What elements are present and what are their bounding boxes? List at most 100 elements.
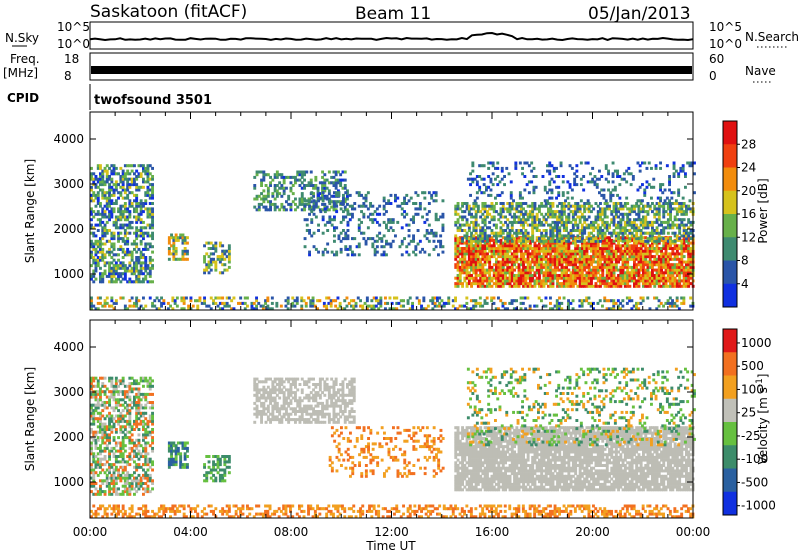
range-cell xyxy=(558,215,562,219)
range-cell xyxy=(334,184,338,187)
range-cell xyxy=(472,255,476,259)
range-cell xyxy=(553,215,557,219)
range-cell xyxy=(151,210,154,214)
range-cell xyxy=(389,226,393,230)
range-cell xyxy=(610,276,614,280)
range-cell xyxy=(508,204,512,208)
range-cell xyxy=(387,229,391,232)
range-cell xyxy=(552,166,556,170)
range-cell xyxy=(682,255,686,259)
range-cell xyxy=(346,192,349,196)
range-cell xyxy=(569,252,573,256)
range-cell xyxy=(551,263,555,267)
range-cell xyxy=(454,207,458,211)
range-cell xyxy=(657,249,661,253)
range-cell xyxy=(456,220,460,224)
range-cell xyxy=(123,307,127,311)
range-cell xyxy=(519,247,523,250)
range-cell xyxy=(657,274,661,277)
range-cell xyxy=(614,210,618,214)
range-cell xyxy=(556,265,559,269)
range-cell xyxy=(538,265,541,269)
range-cell xyxy=(637,260,641,264)
range-cell xyxy=(472,252,476,256)
range-cell xyxy=(135,185,139,189)
range-cell xyxy=(294,175,297,179)
range-cell xyxy=(648,265,652,269)
range-cell xyxy=(151,250,154,254)
range-cell xyxy=(495,282,498,286)
range-cell xyxy=(465,241,469,245)
range-cell xyxy=(621,257,625,261)
range-cell xyxy=(327,170,331,174)
range-cell xyxy=(591,177,595,181)
range-cell xyxy=(514,166,518,170)
range-cell xyxy=(522,207,525,211)
range-cell xyxy=(142,247,145,251)
range-cell xyxy=(542,247,546,250)
range-cell xyxy=(108,264,111,268)
range-cell xyxy=(128,226,132,230)
range-cell xyxy=(497,265,501,269)
range-cell xyxy=(187,307,191,311)
range-cell xyxy=(673,279,677,283)
range-cell xyxy=(587,255,591,259)
range-cell xyxy=(481,279,485,283)
range-cell xyxy=(321,181,324,185)
range-cell xyxy=(509,180,513,184)
range-cell xyxy=(144,226,148,230)
range-cell xyxy=(601,229,605,232)
range-cell xyxy=(594,220,598,224)
range-cell xyxy=(662,255,666,259)
range-cell xyxy=(472,263,476,267)
range-cell xyxy=(562,247,566,250)
range-cell xyxy=(454,223,458,227)
range-cell xyxy=(94,212,98,216)
range-cell xyxy=(538,252,541,256)
range-cell xyxy=(542,271,546,275)
range-cell xyxy=(519,207,523,211)
range-cell xyxy=(535,279,539,283)
range-cell xyxy=(300,208,304,212)
range-cell xyxy=(135,274,139,278)
range-cell xyxy=(607,188,610,192)
range-cell xyxy=(490,207,494,211)
range-cell xyxy=(344,237,348,241)
range-cell xyxy=(139,175,143,178)
range-cell xyxy=(333,204,336,208)
range-cell xyxy=(475,196,479,200)
range-cell xyxy=(540,279,544,283)
range-cell xyxy=(635,257,639,261)
range-cell xyxy=(103,191,107,195)
range-cell xyxy=(655,257,659,261)
range-cell xyxy=(548,172,552,176)
range-cell xyxy=(551,282,555,286)
range-cell xyxy=(590,210,593,214)
range-cell xyxy=(599,260,602,264)
range-cell xyxy=(565,271,568,275)
range-cell xyxy=(110,277,114,281)
range-cell xyxy=(612,249,616,253)
range-cell xyxy=(461,247,464,250)
range-cell xyxy=(531,239,535,243)
range-cell xyxy=(489,177,493,181)
range-cell xyxy=(501,252,505,256)
range-cell xyxy=(531,223,535,227)
range-cell xyxy=(534,175,538,178)
range-cell xyxy=(172,255,176,259)
range-cell xyxy=(425,229,429,232)
range-cell xyxy=(687,274,691,277)
range-cell xyxy=(501,279,505,283)
range-cell xyxy=(105,196,109,200)
range-cell xyxy=(463,249,467,253)
range-cell xyxy=(671,207,675,211)
range-cell xyxy=(555,166,558,170)
range-cell xyxy=(562,241,566,245)
range-cell xyxy=(506,218,510,222)
range-cell xyxy=(332,184,336,187)
range-cell xyxy=(117,231,120,235)
range-cell xyxy=(323,186,327,190)
range-cell xyxy=(651,210,654,214)
range-cell xyxy=(574,237,578,241)
range-cell xyxy=(329,304,333,308)
